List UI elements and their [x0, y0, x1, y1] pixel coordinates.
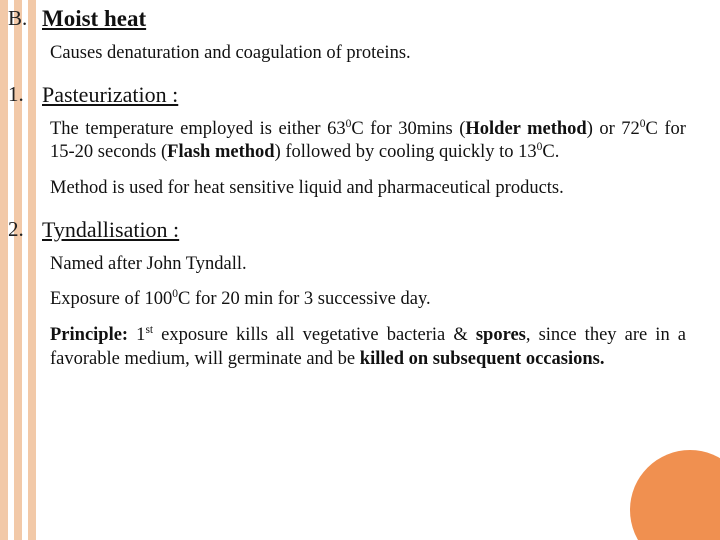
- heading-moist-heat: Moist heat: [42, 6, 146, 32]
- tyndallisation-paragraph-2: Exposure of 1000C for 20 min for 3 succe…: [50, 288, 686, 312]
- section-b-description: Causes denaturation and coagulation of p…: [50, 42, 686, 66]
- tyndallisation-paragraph-1: Named after John Tyndall.: [50, 253, 686, 277]
- heading-tyndallisation: Tyndallisation :: [42, 217, 179, 243]
- item-marker-2: 2.: [8, 217, 42, 242]
- decorative-circle: [630, 450, 720, 540]
- item-marker-1: 1.: [8, 82, 42, 107]
- heading-pasteurization: Pasteurization :: [42, 82, 178, 108]
- pasteurization-paragraph-2: Method is used for heat sensitive liquid…: [50, 177, 686, 201]
- pasteurization-paragraph-1: The temperature employed is either 630C …: [50, 118, 686, 165]
- slide-content: B. Moist heat Causes denaturation and co…: [0, 0, 720, 385]
- tyndallisation-principle: Principle: 1st exposure kills all vegeta…: [50, 324, 686, 371]
- section-marker-b: B.: [8, 6, 42, 31]
